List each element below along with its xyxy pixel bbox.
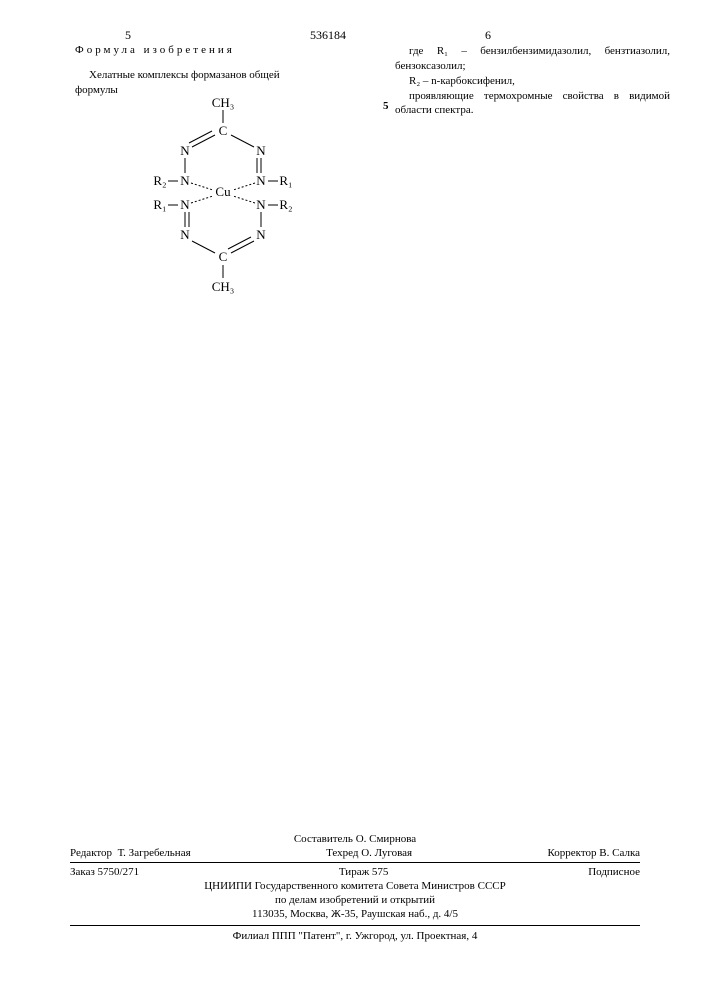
footer-branch: Филиал ППП "Патент", г. Ужгород, ул. Про… bbox=[70, 929, 640, 943]
atom-ch3-bot: CH₃ bbox=[212, 279, 235, 294]
line-number: 5 bbox=[383, 100, 389, 112]
section-title: Формула изобретения bbox=[75, 44, 235, 56]
atom-n: N bbox=[180, 173, 190, 188]
patent-number: 536184 bbox=[310, 28, 346, 43]
atom-n: N bbox=[256, 143, 266, 158]
footer-compiler: Составитель О. Смирнова bbox=[70, 832, 640, 846]
atom-n: N bbox=[256, 227, 266, 242]
atom-n: N bbox=[180, 143, 190, 158]
atom-ch3-top: CH₃ bbox=[212, 95, 235, 110]
atom-c-top: C bbox=[219, 123, 228, 138]
atom-n: N bbox=[180, 197, 190, 212]
text-line: Хелатные комплексы формазанов общей bbox=[75, 68, 365, 83]
footer-org: ЦНИИПИ Государственного комитета Совета … bbox=[70, 879, 640, 893]
footer-credits-row: Редактор Т. Загребельная Техред О. Лугов… bbox=[70, 846, 640, 860]
properties-text: проявляющие термохромные свойства в види… bbox=[395, 89, 670, 119]
footer-block: Составитель О. Смирнова Редактор Т. Загр… bbox=[70, 832, 640, 943]
atom-r2: R₂ bbox=[279, 197, 292, 212]
atom-r2: R₂ bbox=[153, 173, 166, 188]
page-number-left: 5 bbox=[125, 28, 131, 43]
atom-cu: Cu bbox=[215, 184, 231, 199]
left-column-text: Хелатные комплексы формазанов общей форм… bbox=[75, 68, 365, 98]
atom-c-bot: C bbox=[219, 249, 228, 264]
definition-r2: R₂ – n-карбоксифенил, bbox=[395, 74, 670, 89]
atom-n: N bbox=[256, 173, 266, 188]
page-number-right: 6 bbox=[485, 28, 491, 43]
atom-r1: R₁ bbox=[153, 197, 166, 212]
footer-addr: 113035, Москва, Ж-35, Раушская наб., д. … bbox=[70, 907, 640, 921]
footer-order-row: Заказ 5750/271 Тираж 575 Подписное bbox=[70, 865, 640, 879]
right-column: где R₁ – бензилбензимидазолил, бензтиазо… bbox=[395, 44, 670, 118]
atom-n: N bbox=[256, 197, 266, 212]
atom-r1: R₁ bbox=[279, 173, 292, 188]
chemical-structure: CH₃ C N N N N Cu N N R₂ R₁ R₁ R₂ bbox=[135, 95, 310, 295]
footer-org2: по делам изобретений и открытий bbox=[70, 893, 640, 907]
definition-r1: где R₁ – бензилбензимидазолил, бензтиазо… bbox=[395, 44, 670, 74]
atom-n: N bbox=[180, 227, 190, 242]
